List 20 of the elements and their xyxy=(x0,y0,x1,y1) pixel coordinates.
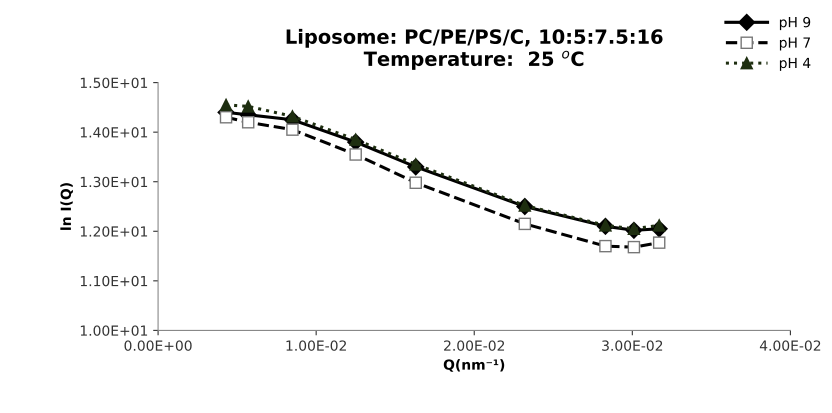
y-tick-label: 1.40E+01 xyxy=(80,127,148,138)
legend-label: pH 7 xyxy=(780,37,810,50)
point xyxy=(220,98,232,112)
y-tick-label: 1.00E+01 xyxy=(80,325,148,336)
y-tick-label: 1.30E+01 xyxy=(80,176,148,188)
legend-label: pH 9 xyxy=(780,16,810,30)
y-tick-label: 1.20E+01 xyxy=(80,226,148,237)
x-tick-label: 2.00E-02 xyxy=(444,340,504,351)
x-tick-label: 3.00E-02 xyxy=(602,340,662,351)
x-tick-label: 1.00E-02 xyxy=(286,340,346,351)
y-axis-title: ln I(Q) xyxy=(60,183,73,230)
x-axis-title: Q(nm⁻¹) xyxy=(444,359,504,372)
y-tick-label: 1.50E+01 xyxy=(80,78,148,88)
point xyxy=(286,110,299,123)
chart-title: Liposome: PC/PE/PS/C, 10:5:7.5:16 Temperature: 25 $^{o}$C xyxy=(286,28,663,70)
point xyxy=(242,100,254,113)
legend-label: pH 4 xyxy=(780,58,810,71)
y-tick-label: 1.10E+01 xyxy=(80,276,148,286)
x-tick-label: 4.00E-02 xyxy=(760,340,820,351)
x-tick-label: 0.00E+00 xyxy=(124,340,192,351)
